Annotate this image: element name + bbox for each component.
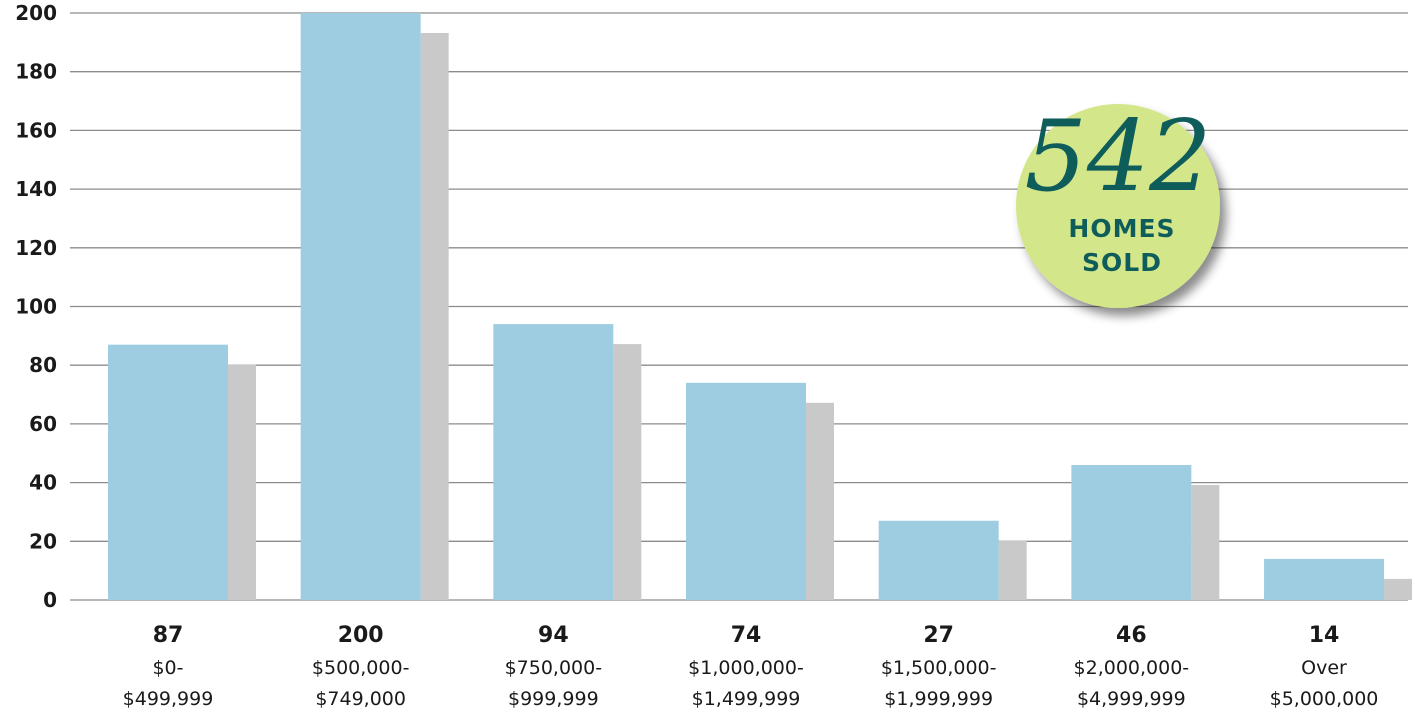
bar xyxy=(493,324,614,600)
y-tick-label: 0 xyxy=(43,588,57,612)
badge-label-homes: HOMES xyxy=(1068,214,1175,243)
homes-sold-badge: 542 HOMES SOLD xyxy=(1016,100,1220,308)
y-tick-label: 200 xyxy=(15,1,57,25)
value-label: 27 xyxy=(923,623,954,648)
y-axis: 0 20 40 60 80 100 120 140 160 180 200 xyxy=(15,1,57,612)
category-label-line1: $1,000,000- xyxy=(688,657,804,679)
category-label-line1: $0- xyxy=(152,657,183,679)
badge-number: 542 xyxy=(1024,100,1211,214)
y-tick-label: 120 xyxy=(15,236,57,260)
bar-shadow xyxy=(1191,484,1220,600)
badge-circle xyxy=(1016,104,1220,308)
bar xyxy=(1264,558,1385,600)
bars xyxy=(108,13,1413,600)
category-label-line2: $4,999,999 xyxy=(1077,688,1186,710)
y-tick-label: 160 xyxy=(15,118,57,142)
y-tick-label: 180 xyxy=(15,60,57,84)
bar xyxy=(1071,464,1192,600)
category-label-line1: $750,000- xyxy=(505,657,603,679)
bar-shadow xyxy=(613,344,642,600)
y-tick-label: 60 xyxy=(29,412,57,436)
category-label-line2: $499,999 xyxy=(123,688,214,710)
category-label-line2: $749,000 xyxy=(315,688,406,710)
bar-shadow xyxy=(228,364,256,600)
category-label-line1: $2,000,000- xyxy=(1074,657,1190,679)
category-label-line2: $1,999,999 xyxy=(884,688,993,710)
y-tick-label: 20 xyxy=(29,529,57,553)
category-label-line2: $5,000,000 xyxy=(1270,688,1379,710)
category-label-line1: Over xyxy=(1301,657,1347,679)
y-tick-label: 140 xyxy=(15,177,57,201)
category-label-line2: $1,499,999 xyxy=(692,688,801,710)
category-label-line2: $999,999 xyxy=(508,688,599,710)
category-label-line1: $500,000- xyxy=(312,657,410,679)
value-label: 94 xyxy=(538,623,569,648)
bar-shadow xyxy=(1384,578,1413,600)
grid-lines xyxy=(70,12,1408,601)
bar-shadow xyxy=(806,402,835,600)
bar xyxy=(686,382,807,600)
badge-label-sold: SOLD xyxy=(1082,248,1162,277)
value-label: 14 xyxy=(1309,623,1340,648)
value-label: 200 xyxy=(338,623,384,648)
bar-shadow xyxy=(998,540,1027,600)
bar xyxy=(108,344,228,600)
x-axis: 87 $0- $499,999 200 $500,000- $749,000 94 $750,… xyxy=(123,623,1379,710)
bar xyxy=(300,13,421,600)
y-tick-label: 40 xyxy=(29,471,57,495)
value-label: 46 xyxy=(1116,623,1147,648)
category-label-line1: $1,500,000- xyxy=(881,657,997,679)
value-label: 74 xyxy=(731,623,762,648)
value-label: 87 xyxy=(153,623,184,648)
y-tick-label: 100 xyxy=(15,295,57,319)
y-tick-label: 80 xyxy=(29,353,57,377)
bar xyxy=(878,520,999,600)
bar-shadow xyxy=(420,33,449,600)
